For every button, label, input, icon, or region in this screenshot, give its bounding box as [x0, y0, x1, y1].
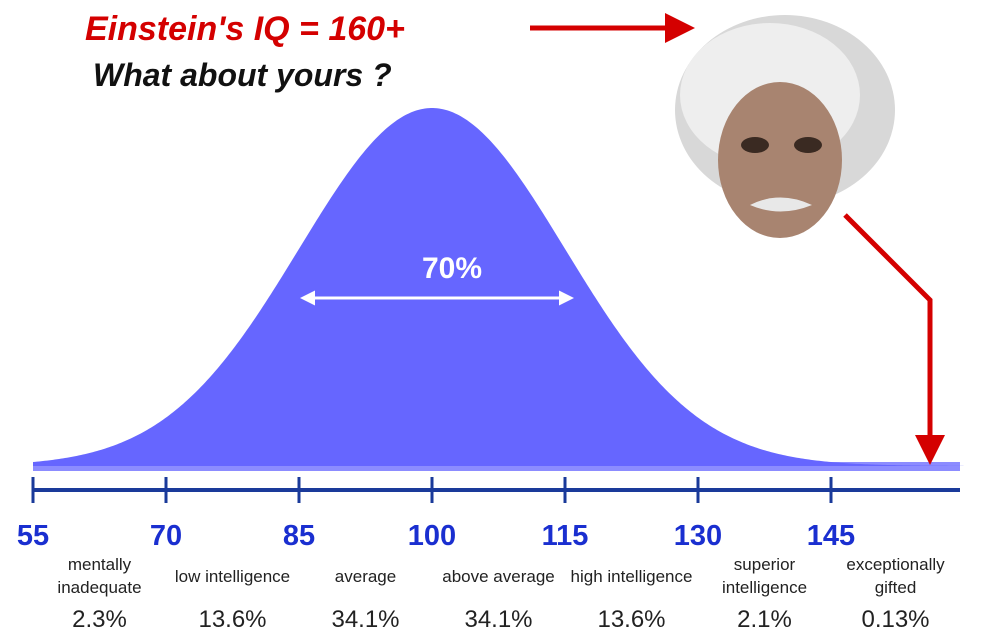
annotation: 70% [422, 252, 482, 285]
value-label: 13.6% [568, 606, 696, 634]
category-label: high intelligence [568, 552, 696, 600]
x-tick-label: 55 [17, 520, 49, 552]
value-label: 2.1% [701, 606, 829, 634]
subtitle: What about yours ? [93, 57, 392, 93]
x-tick-label: 70 [150, 520, 182, 552]
title: Einstein's IQ = 160+ [85, 10, 405, 48]
value-label: 13.6% [169, 606, 297, 634]
x-tick-label: 115 [542, 520, 589, 552]
einstein-portrait [675, 15, 895, 238]
x-tick-label: 100 [408, 520, 456, 552]
chart: 70% Einstein's IQ = 160+ What about your… [0, 0, 1002, 636]
value-label: 2.3% [36, 606, 164, 634]
x-tick-label: 130 [674, 520, 722, 552]
category-label: average [302, 552, 430, 600]
x-tick-label: 145 [807, 520, 855, 552]
category-label: above average [435, 552, 563, 600]
value-label: 34.1% [302, 606, 430, 634]
value-label: 34.1% [435, 606, 563, 634]
category-label: exceptionally gifted [832, 552, 960, 600]
x-tick-label: 85 [283, 520, 315, 552]
infographic: 70% Einstein's IQ = 160+ What about your… [0, 0, 1002, 636]
pointer-arrow [845, 215, 930, 460]
category-label: superior intelligence [701, 552, 829, 600]
category-label: low intelligence [169, 552, 297, 600]
category-label: mentally inadequate [36, 552, 164, 600]
value-label: 0.13% [832, 606, 960, 634]
